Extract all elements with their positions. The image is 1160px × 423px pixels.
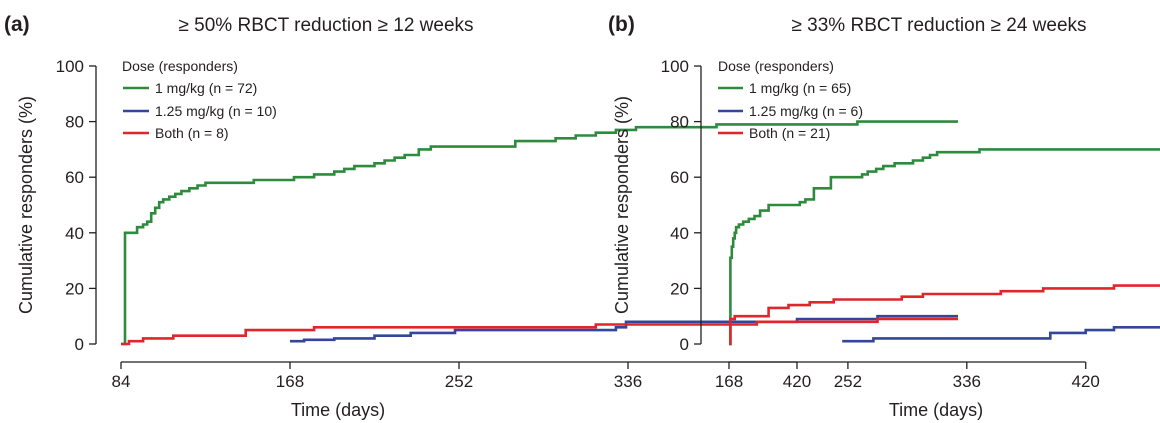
panel-a-x-tick-label: 420 — [783, 372, 811, 391]
panel-b-x-tick-label: 252 — [834, 372, 862, 391]
panel-a-y-tick-label: 100 — [56, 57, 84, 76]
panel-a-legend-item-1mg: 1 mg/kg (n = 72) — [155, 80, 257, 96]
panel-a-y-tick-label: 0 — [75, 335, 84, 354]
panel-a-title: ≥ 50% RBCT reduction ≥ 12 weeks — [178, 15, 473, 36]
panel-b-y-tick-label: 60 — [670, 168, 689, 187]
panel-a-y-tick-label: 80 — [65, 113, 84, 132]
panel-b-legend-item-both: Both (n = 21) — [749, 125, 830, 141]
panel-b-series-both-line — [729, 284, 1160, 346]
panel-b-y-axis-label: Cumulative responders (%) — [612, 96, 632, 314]
panel-b-x-tick-label: 420 — [1072, 372, 1100, 391]
panel-a-legend-item-both: Both (n = 8) — [155, 125, 229, 141]
panel-b-y-tick-label: 40 — [670, 224, 689, 243]
panel-b-x-tick-label: 168 — [715, 372, 743, 391]
panel-b-series-1-25mg-line — [842, 326, 1160, 343]
panel-b-label: (b) — [608, 13, 635, 36]
panel-b-title: ≥ 33% RBCT reduction ≥ 24 weeks — [791, 15, 1086, 36]
panel-a-x-tick-label: 168 — [276, 372, 304, 391]
panel-a-chart: (a) ≥ 50% RBCT reduction ≥ 12 weeks Cumu… — [4, 13, 958, 420]
panel-b-x-tick-label: 336 — [953, 372, 981, 391]
panel-b-y-tick-label: 20 — [670, 279, 689, 298]
panel-a-series-1-25mg-line — [290, 314, 958, 343]
panel-a-x-tick-label: 336 — [614, 372, 642, 391]
panel-a-series-both-line — [121, 317, 958, 346]
panel-a-x-tick-label: 252 — [445, 372, 473, 391]
panel-a-y-tick-label: 60 — [65, 168, 84, 187]
panel-b-legend-item-1mg: 1 mg/kg (n = 65) — [749, 80, 851, 96]
panel-a-x-axis-label: Time (days) — [291, 400, 385, 420]
panel-a-y-axis-label: Cumulative responders (%) — [16, 96, 36, 314]
panel-b-legend-title: Dose (responders) — [718, 58, 834, 74]
panel-a-y-tick-label: 40 — [65, 224, 84, 243]
panel-b-y-tick-label: 0 — [680, 335, 689, 354]
panel-b-series-1mg-line — [729, 148, 1160, 346]
panel-a-label: (a) — [4, 13, 30, 36]
panel-a-x-tick-label: 84 — [112, 372, 131, 391]
panel-a-y-tick-label: 20 — [65, 279, 84, 298]
panel-b-y-tick-label: 80 — [670, 113, 689, 132]
panel-b-chart: (b) ≥ 33% RBCT reduction ≥ 24 weeks Cumu… — [608, 13, 1160, 420]
panel-b-x-axis-label: Time (days) — [889, 400, 983, 420]
panel-b-legend-item-1-25mg: 1.25 mg/kg (n = 6) — [749, 103, 863, 119]
panel-b-y-tick-label: 100 — [661, 57, 689, 76]
panel-a-series-1mg-line — [121, 120, 958, 346]
panel-a-legend-item-1-25mg: 1.25 mg/kg (n = 10) — [155, 103, 277, 119]
panel-a-legend-title: Dose (responders) — [122, 58, 238, 74]
